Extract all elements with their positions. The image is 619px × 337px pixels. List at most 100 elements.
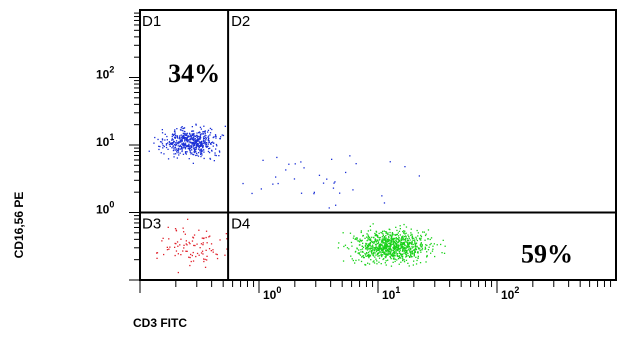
data-point — [381, 232, 383, 234]
data-point — [374, 247, 376, 249]
data-point — [199, 135, 201, 138]
data-point — [412, 243, 414, 246]
data-point — [368, 255, 370, 258]
data-point — [373, 237, 375, 239]
data-point — [410, 248, 412, 250]
data-point — [168, 248, 170, 250]
data-point — [397, 235, 400, 237]
data-point — [172, 142, 174, 144]
data-point — [368, 248, 370, 250]
data-point — [372, 223, 374, 225]
data-point — [401, 243, 403, 245]
data-point — [195, 146, 197, 149]
data-point — [183, 135, 185, 137]
data-point — [166, 135, 168, 138]
data-point — [414, 243, 416, 245]
quadrant-labels: 100 101 102 100 101 102 D1 34% D2 D3 D4 59% — [96, 13, 573, 302]
data-point — [369, 244, 371, 247]
data-point — [418, 237, 421, 239]
data-point — [174, 228, 177, 230]
data-point — [202, 144, 204, 147]
data-point — [374, 252, 376, 254]
data-point — [371, 248, 373, 250]
data-point — [204, 135, 206, 137]
data-point — [389, 244, 391, 247]
data-point — [426, 254, 428, 257]
data-point — [398, 248, 400, 250]
data-point — [405, 236, 407, 238]
data-point — [172, 134, 175, 136]
data-point — [194, 142, 196, 145]
data-point — [181, 149, 183, 151]
data-point — [188, 241, 190, 244]
data-point — [375, 247, 377, 249]
data-point — [184, 134, 187, 136]
data-point — [188, 139, 190, 141]
data-point — [196, 154, 198, 156]
data-point — [419, 238, 421, 241]
data-point — [403, 235, 406, 238]
data-point — [184, 233, 186, 235]
data-point — [171, 139, 173, 141]
data-point — [401, 237, 403, 239]
data-point — [195, 139, 197, 142]
data-point — [219, 239, 221, 241]
data-point — [206, 142, 208, 144]
data-point — [395, 242, 398, 245]
data-point — [182, 137, 184, 139]
data-point — [381, 244, 383, 246]
data-point — [202, 149, 205, 151]
data-point — [381, 255, 383, 258]
data-point — [404, 246, 406, 249]
data-point — [184, 133, 186, 135]
data-point — [386, 241, 388, 243]
data-point — [396, 246, 398, 248]
data-point — [356, 237, 358, 239]
data-point — [397, 232, 399, 234]
data-point — [206, 259, 208, 261]
data-point — [413, 254, 415, 256]
data-point — [193, 151, 195, 153]
data-point — [407, 255, 409, 257]
data-point — [369, 225, 371, 227]
data-point — [375, 230, 377, 232]
data-point — [389, 231, 391, 234]
data-point — [380, 251, 382, 253]
data-point — [376, 260, 378, 262]
data-point — [209, 157, 211, 160]
data-point — [392, 258, 395, 260]
data-point — [186, 244, 188, 246]
data-point — [209, 158, 212, 160]
data-point — [242, 182, 244, 185]
data-point — [358, 252, 360, 254]
data-point — [161, 240, 163, 242]
data-point — [200, 243, 203, 245]
data-point — [161, 138, 164, 140]
data-point — [222, 134, 225, 137]
data-point — [410, 234, 412, 236]
data-point — [198, 139, 200, 141]
data-point — [399, 228, 401, 230]
data-point — [382, 249, 384, 251]
data-point — [162, 147, 164, 149]
data-point — [159, 145, 161, 148]
data-point — [411, 250, 413, 252]
data-point — [412, 264, 414, 266]
data-point — [175, 149, 177, 151]
data-point — [406, 245, 408, 247]
data-point — [377, 255, 379, 257]
data-point — [191, 126, 193, 128]
data-point — [402, 253, 404, 256]
data-point — [389, 228, 391, 231]
data-point — [385, 253, 387, 256]
data-point — [166, 246, 168, 248]
data-point — [348, 248, 350, 250]
data-point — [397, 258, 400, 260]
data-point — [425, 244, 427, 246]
data-point — [369, 254, 371, 256]
data-point — [405, 226, 408, 228]
data-point — [194, 135, 197, 137]
data-point — [390, 239, 392, 241]
data-point — [402, 246, 404, 248]
data-point — [442, 239, 444, 241]
